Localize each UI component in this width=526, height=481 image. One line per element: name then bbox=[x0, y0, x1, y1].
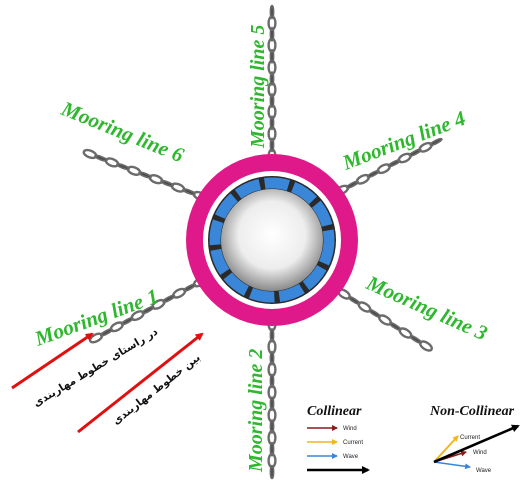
legend-non-collinear-resultant-arrow bbox=[433, 424, 520, 464]
legend-collinear-wind: Wind bbox=[343, 426, 357, 432]
chain-link bbox=[269, 464, 275, 480]
chain-link bbox=[116, 163, 130, 171]
legend-non-collinear-current: Current bbox=[460, 435, 480, 441]
legend-collinear-current: Current bbox=[343, 440, 363, 446]
legend-non-collinear-wave: Wave bbox=[476, 468, 492, 474]
between-lines-label: بین خطوط مهاربندی bbox=[110, 352, 202, 428]
legend-non-collinear-wind: Wind bbox=[473, 450, 487, 456]
mooring-label-5: Mooring line 5 bbox=[247, 25, 269, 149]
legend-collinear-wave: Wave bbox=[343, 454, 359, 460]
chain-link bbox=[269, 328, 275, 343]
chain-link bbox=[429, 137, 443, 147]
chain-link bbox=[269, 396, 275, 412]
chain-link bbox=[269, 4, 275, 20]
mooring-chain-3 bbox=[337, 288, 433, 352]
chain-link bbox=[94, 154, 108, 162]
svg-text:Mooring line 6: Mooring line 6 bbox=[57, 96, 187, 167]
mooring-chain-5 bbox=[267, 4, 277, 164]
svg-text:Mooring line 4: Mooring line 4 bbox=[338, 106, 468, 175]
mooring-chain-1 bbox=[88, 276, 208, 344]
mooring-label-6: Mooring line 6 bbox=[57, 96, 187, 167]
mooring-label-2: Mooring line 2 bbox=[245, 349, 267, 473]
hollow-center bbox=[221, 189, 323, 291]
chain-link bbox=[126, 165, 142, 176]
chain-link bbox=[269, 350, 275, 366]
chain-link bbox=[269, 419, 275, 434]
chain-link bbox=[88, 332, 104, 344]
chain-link bbox=[182, 188, 196, 196]
svg-text:Mooring line 3: Mooring line 3 bbox=[362, 270, 491, 345]
chain-link bbox=[170, 182, 186, 193]
legend-non-collinear-title: Non-Collinear bbox=[429, 404, 515, 419]
mooring-label-4: Mooring line 4 bbox=[338, 106, 468, 175]
mooring-label-3: Mooring line 3 bbox=[362, 270, 491, 345]
chain-link bbox=[419, 340, 433, 352]
chain-link bbox=[387, 159, 401, 168]
legend-collinear: Collinear Wind Current Wave bbox=[307, 404, 370, 474]
chain-link bbox=[138, 171, 152, 179]
chain-link bbox=[269, 26, 275, 42]
chain-link bbox=[160, 179, 174, 187]
chain-link bbox=[82, 148, 98, 160]
chain-link bbox=[269, 48, 275, 64]
chain-link bbox=[148, 174, 164, 185]
chain-link bbox=[104, 157, 120, 168]
svg-text:Mooring line 2: Mooring line 2 bbox=[245, 349, 267, 473]
legend-non-collinear: Non-Collinear Current Wind Wave bbox=[429, 404, 520, 474]
legend-collinear-title: Collinear bbox=[307, 404, 362, 419]
chain-link bbox=[269, 137, 275, 153]
mooring-chains bbox=[82, 4, 443, 480]
svg-text:Mooring line 5: Mooring line 5 bbox=[247, 25, 269, 149]
chain-link bbox=[269, 441, 275, 457]
direction-arrow-between-lines bbox=[77, 332, 204, 434]
platform bbox=[186, 154, 358, 326]
mooring-chain-6 bbox=[82, 148, 208, 202]
chain-link bbox=[269, 71, 275, 86]
chain-link bbox=[269, 115, 275, 131]
mooring-chain-2 bbox=[267, 316, 277, 480]
direction-arrow-along-lines bbox=[11, 332, 94, 390]
chain-link bbox=[269, 93, 275, 108]
chain-link bbox=[269, 373, 275, 389]
chain-link bbox=[366, 169, 380, 179]
fender-ring bbox=[209, 177, 335, 303]
